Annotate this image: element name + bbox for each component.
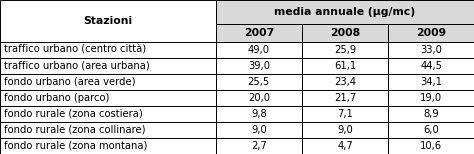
Text: traffico urbano (centro città): traffico urbano (centro città)	[4, 45, 146, 55]
Text: 33,0: 33,0	[420, 45, 442, 55]
Bar	[302, 74, 388, 90]
Text: 2007: 2007	[244, 28, 274, 38]
Text: fondo urbano (parco): fondo urbano (parco)	[4, 93, 109, 103]
Bar	[216, 42, 302, 58]
Bar	[388, 90, 474, 106]
Bar	[216, 0, 474, 24]
Text: 2,7: 2,7	[251, 141, 267, 151]
Text: 8,9: 8,9	[423, 109, 439, 119]
Text: 7,1: 7,1	[337, 109, 353, 119]
Bar	[302, 90, 388, 106]
Bar	[388, 138, 474, 154]
Bar	[216, 90, 302, 106]
Text: 19,0: 19,0	[420, 93, 442, 103]
Text: 9,8: 9,8	[251, 109, 267, 119]
Bar	[388, 42, 474, 58]
Bar	[0, 42, 216, 58]
Text: 2009: 2009	[416, 28, 446, 38]
Bar	[0, 74, 216, 90]
Bar	[388, 106, 474, 122]
Text: 44,5: 44,5	[420, 61, 442, 71]
Bar	[0, 138, 216, 154]
Bar	[388, 24, 474, 42]
Bar	[0, 58, 216, 74]
Bar	[388, 122, 474, 138]
Bar	[0, 90, 216, 106]
Bar	[302, 24, 388, 42]
Text: media annuale (μg/mc): media annuale (μg/mc)	[274, 7, 415, 17]
Text: fondo urbano (area verde): fondo urbano (area verde)	[4, 77, 135, 87]
Text: 49,0: 49,0	[248, 45, 270, 55]
Bar	[216, 24, 302, 42]
Bar	[302, 42, 388, 58]
Text: fondo rurale (zona montana): fondo rurale (zona montana)	[4, 141, 147, 151]
Text: fondo rurale (zona collinare): fondo rurale (zona collinare)	[4, 125, 146, 135]
Bar	[216, 58, 302, 74]
Text: 6,0: 6,0	[423, 125, 439, 135]
Bar	[388, 74, 474, 90]
Bar	[0, 122, 216, 138]
Text: 25,5: 25,5	[248, 77, 270, 87]
Text: 21,7: 21,7	[334, 93, 356, 103]
Text: 4,7: 4,7	[337, 141, 353, 151]
Text: Stazioni: Stazioni	[83, 16, 132, 26]
Bar	[302, 138, 388, 154]
Bar	[216, 122, 302, 138]
Bar	[302, 122, 388, 138]
Text: 9,0: 9,0	[251, 125, 267, 135]
Bar	[0, 106, 216, 122]
Bar	[216, 106, 302, 122]
Bar	[388, 58, 474, 74]
Text: 39,0: 39,0	[248, 61, 270, 71]
Text: 20,0: 20,0	[248, 93, 270, 103]
Text: 34,1: 34,1	[420, 77, 442, 87]
Text: 23,4: 23,4	[334, 77, 356, 87]
Text: 25,9: 25,9	[334, 45, 356, 55]
Text: 2008: 2008	[330, 28, 360, 38]
Text: traffico urbano (area urbana): traffico urbano (area urbana)	[4, 61, 149, 71]
Bar	[302, 58, 388, 74]
Bar	[216, 138, 302, 154]
Bar	[216, 74, 302, 90]
Bar	[0, 0, 216, 42]
Text: 61,1: 61,1	[334, 61, 356, 71]
Bar	[302, 106, 388, 122]
Text: fondo rurale (zona costiera): fondo rurale (zona costiera)	[4, 109, 143, 119]
Text: 10,6: 10,6	[420, 141, 442, 151]
Text: 9,0: 9,0	[337, 125, 353, 135]
